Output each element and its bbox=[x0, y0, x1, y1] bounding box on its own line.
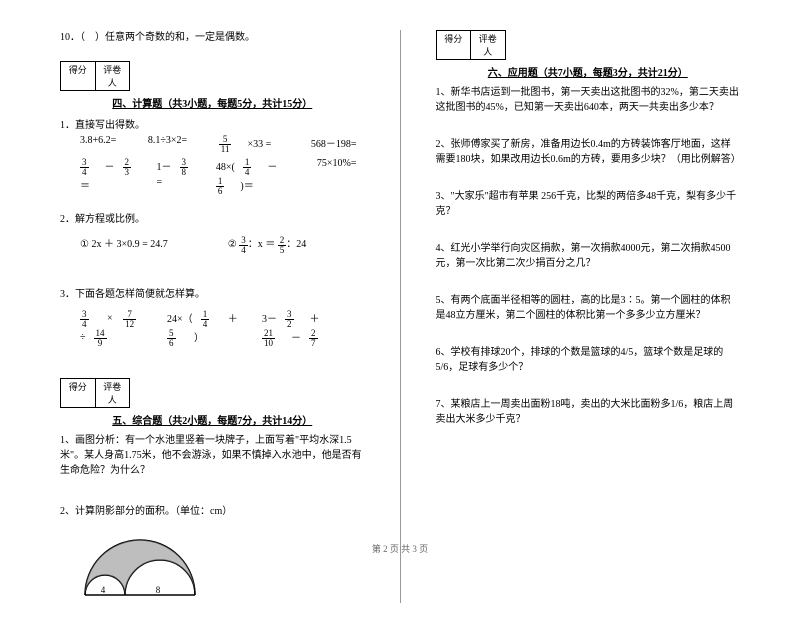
page-container: 10．（ ）任意两个奇数的和，一定是偶数。 得分 评卷人 四、计算题（共3小题，… bbox=[0, 0, 800, 623]
left-column: 10．（ ）任意两个奇数的和，一定是偶数。 得分 评卷人 四、计算题（共3小题，… bbox=[60, 30, 365, 603]
marker-label: 评卷人 bbox=[96, 62, 130, 90]
score-box-4: 得分 评卷人 bbox=[60, 61, 130, 91]
score-box-5: 得分 评卷人 bbox=[60, 378, 130, 408]
score-label-6: 得分 bbox=[437, 31, 472, 59]
calc-q3: 3．下面各题怎样简便就怎样算。 34 × 712÷149 24×（14 ＋ 56… bbox=[60, 285, 365, 368]
equation-row: ① 2x ＋ 3×0.9 = 24.7 ② 34：x ＝ 25：24 bbox=[80, 235, 365, 254]
marker-label-5: 评卷人 bbox=[96, 379, 130, 407]
calc-3a: 34 × 712÷149 bbox=[80, 310, 159, 348]
column-divider bbox=[400, 30, 401, 603]
right-column: 得分 评卷人 六、应用题（共7小题，每题3分，共计21分） 1、新华书店运到一批… bbox=[436, 30, 741, 603]
calc-1a: 3.8+6.2= bbox=[80, 135, 116, 154]
score-label: 得分 bbox=[61, 62, 96, 90]
score-box-6: 得分 评卷人 bbox=[436, 30, 506, 60]
calc-row-1: 3.8+6.2= 8.1÷3×2= 511×33 = 568－198= bbox=[80, 135, 365, 154]
calc-1c: 511×33 = bbox=[219, 135, 279, 154]
eq-1: ① 2x ＋ 3×0.9 = 24.7 bbox=[80, 235, 168, 254]
section-5-title: 五、综合题（共2小题，每题7分，共计14分） bbox=[60, 412, 365, 427]
calc-row-2: 34－23＝ 1－38 = 48×(14－16)＝ 75×10%= bbox=[80, 158, 365, 196]
calc-q1: 1．直接写出得数。 3.8+6.2= 8.1÷3×2= 511×33 = 568… bbox=[60, 116, 365, 200]
q2-label: 2．解方程或比例。 bbox=[60, 210, 365, 225]
q5-2: 2、计算阴影部分的面积。（单位：cm） bbox=[60, 504, 365, 519]
calc-2d: 75×10%= bbox=[317, 158, 357, 196]
app-q5: 5、有两个底面半径相等的圆柱，高的比是3∶5。第一个圆柱的体积是48立方厘米，第… bbox=[436, 293, 741, 323]
calc-q2: 2．解方程或比例。 ① 2x ＋ 3×0.9 = 24.7 ② 34：x ＝ 2… bbox=[60, 210, 365, 274]
score-label-5: 得分 bbox=[61, 379, 96, 407]
calc-2a: 34－23＝ bbox=[80, 158, 149, 196]
section-6-title: 六、应用题（共7小题，每题3分，共计21分） bbox=[436, 64, 741, 79]
section-4-title: 四、计算题（共3小题，每题5分，共计15分） bbox=[60, 95, 365, 110]
calc-2c: 48×(14－16)＝ bbox=[216, 158, 309, 196]
calc-3b: 24×（14 ＋ 56 ） bbox=[167, 310, 254, 348]
calc-3c: 3－32＋2110－27 bbox=[262, 310, 356, 348]
q5-1: 1、画图分析：有一个水池里竖着一块牌子，上面写着"平均水深1.5米"。某人身高1… bbox=[60, 433, 365, 478]
diagram-label-8: 8 bbox=[156, 585, 161, 595]
q1-label: 1．直接写出得数。 bbox=[60, 116, 365, 131]
q3-label: 3．下面各题怎样简便就怎样算。 bbox=[60, 285, 365, 300]
marker-label-6: 评卷人 bbox=[471, 31, 505, 59]
app-q3: 3、"大家乐"超市有苹果 256千克，比梨的两倍多48千克，梨有多少千克？ bbox=[436, 189, 741, 219]
question-10: 10．（ ）任意两个奇数的和，一定是偶数。 bbox=[60, 30, 365, 45]
diagram-label-4: 4 bbox=[101, 585, 106, 595]
app-q1: 1、新华书店运到一批图书，第一天卖出这批图书的32%，第二天卖出这批图书的45%… bbox=[436, 85, 741, 115]
calc-2b: 1－38 = bbox=[157, 158, 208, 196]
app-q7: 7、某粮店上一周卖出面粉18吨，卖出的大米比面粉多1/6，粮店上周卖出大米多少千… bbox=[436, 397, 741, 427]
calc-row-3: 34 × 712÷149 24×（14 ＋ 56 ） 3－32＋2110－27 bbox=[80, 310, 365, 348]
app-q4: 4、红光小学举行向灾区捐款，第一次捐款4000元，第二次捐款4500元，第一次比… bbox=[436, 241, 741, 271]
app-q2: 2、张师傅家买了新房，准备用边长0.4m的方砖装饰客厅地面，这样需要180块，如… bbox=[436, 137, 741, 167]
app-q6: 6、学校有排球20个，排球的个数是篮球的4/5，篮球个数是足球的5/6，足球有多… bbox=[436, 345, 741, 375]
page-footer: 第 2 页 共 3 页 bbox=[0, 542, 800, 555]
eq-2: ② 34：x ＝ 25：24 bbox=[228, 235, 306, 254]
calc-1b: 8.1÷3×2= bbox=[148, 135, 187, 154]
calc-1d: 568－198= bbox=[311, 135, 357, 154]
